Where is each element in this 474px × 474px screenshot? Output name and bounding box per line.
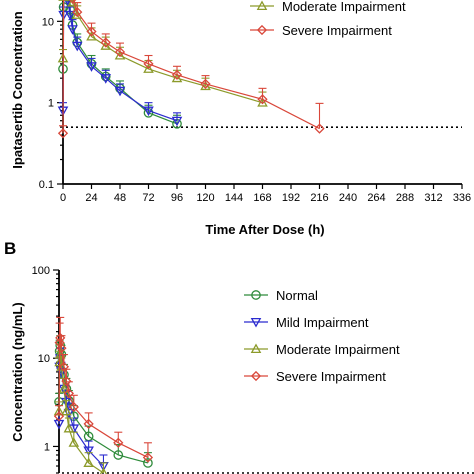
series-moderate-impairment [57,0,268,107]
data-point [68,401,79,413]
x-tick-label: 120 [196,192,214,204]
data-point [61,405,72,416]
data-point [114,46,126,58]
x-tick-label: 24 [85,192,97,204]
x-tick-label: 144 [225,192,243,204]
data-point [63,388,75,399]
y-axis-label: Concentration (ng/mL) [10,302,25,441]
panel-label: B [4,239,16,258]
data-point [113,450,124,460]
series-line [62,0,263,104]
data-point [143,458,153,468]
panel-b: 1 10 100 Concentration (ng/mL) B Normal Mild I… [4,239,474,474]
data-point [86,31,97,41]
data-point [71,41,83,52]
legend-label: Severe Impairment [276,369,386,384]
data-point [56,343,67,354]
series-normal [58,0,182,129]
data-point [99,467,108,474]
data-point [83,457,94,467]
x-tick-label: 168 [253,192,271,204]
x-tick-label: 72 [142,192,154,204]
legend: Moderate Impairment Severe Impairment [250,0,406,38]
data-point [143,106,154,117]
data-point [53,411,65,422]
legend-label: Normal [276,288,318,303]
data-point [57,128,69,139]
legend-marker [256,24,268,36]
y-tick-label: 1 [48,98,54,110]
data-point [61,376,72,387]
data-point [83,418,94,430]
legend-label: Mild Impairment [276,315,369,330]
data-point [257,94,268,105]
panel-a: 0.1 1 10 0 24 48 72 96 120 144 168 192 216 240 264 288 3… [10,0,471,237]
legend-label: Severe Impairment [282,23,392,38]
y-tick-label: 100 [32,265,50,277]
data-point [63,422,75,433]
y-tick-label: 1 [44,441,50,453]
legend-marker [250,370,262,382]
series-line [62,0,320,134]
y-axis-label: Ipatasertib Concentration [10,11,25,169]
x-tick-label: 96 [171,192,183,204]
legend-marker [251,290,261,300]
x-axis-label: Time After Dose (h) [205,222,324,237]
y-tick-label: 0.1 [39,179,54,191]
series-severe-impairment [53,316,154,463]
x-tick-label: 312 [424,192,442,204]
legend-label: Moderate Impairment [282,0,406,14]
data-point [86,62,97,72]
y-tick-label: 10 [38,353,50,365]
data-point [68,0,77,4]
data-point [61,397,72,408]
data-point [86,26,97,37]
data-point [171,116,183,127]
data-point [64,10,76,21]
data-point [114,86,126,97]
data-point [100,74,112,84]
data-point [67,25,78,35]
legend-marker [256,0,268,11]
data-point [72,6,83,18]
data-point [171,69,183,80]
x-tick-label: 264 [367,192,385,204]
x-tick-label: 240 [339,192,357,204]
data-point [143,63,154,73]
legend-marker [250,317,262,328]
series-severe-impairment [57,0,325,139]
x-tick-label: 192 [282,192,300,204]
x-tick-label: 216 [310,192,328,204]
data-point [143,58,154,69]
data-point [142,452,154,463]
data-point [68,437,80,447]
data-point [200,78,211,90]
data-point [58,361,70,372]
y-tick-label: 10 [42,16,54,28]
data-point [54,337,65,348]
data-point [113,437,124,448]
data-point [58,383,70,393]
data-point [83,446,94,457]
data-point [55,332,66,344]
data-point [100,37,111,48]
x-tick-label: 336 [453,192,471,204]
legend: Normal Mild Impairment Moderate Impairment… [244,288,400,384]
x-tick-label: 288 [396,192,414,204]
x-tick-label: 48 [114,192,126,204]
series-line [58,354,104,474]
x-tick-label: 0 [60,192,66,204]
legend-label: Moderate Impairment [276,342,400,357]
data-point [314,123,325,134]
legend-marker [250,343,262,354]
data-point [114,49,126,60]
